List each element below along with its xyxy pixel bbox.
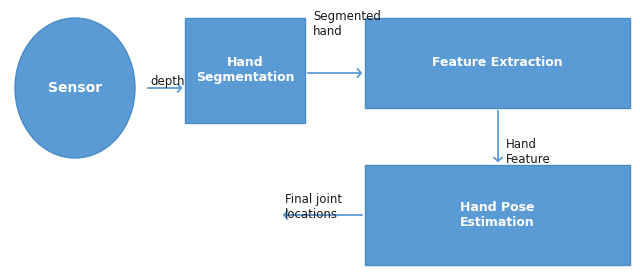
Text: Feature Extraction: Feature Extraction <box>432 56 563 70</box>
Text: Segmented
hand: Segmented hand <box>313 10 381 38</box>
FancyBboxPatch shape <box>365 18 630 108</box>
Text: depth: depth <box>150 75 184 88</box>
FancyBboxPatch shape <box>185 18 305 123</box>
Ellipse shape <box>15 18 135 158</box>
Text: Hand
Feature: Hand Feature <box>506 138 551 166</box>
Text: Sensor: Sensor <box>48 81 102 95</box>
Text: Hand Pose
Estimation: Hand Pose Estimation <box>460 201 535 229</box>
Text: Final joint
locations: Final joint locations <box>285 193 342 221</box>
Text: Hand
Segmentation: Hand Segmentation <box>196 56 294 84</box>
FancyBboxPatch shape <box>365 165 630 265</box>
